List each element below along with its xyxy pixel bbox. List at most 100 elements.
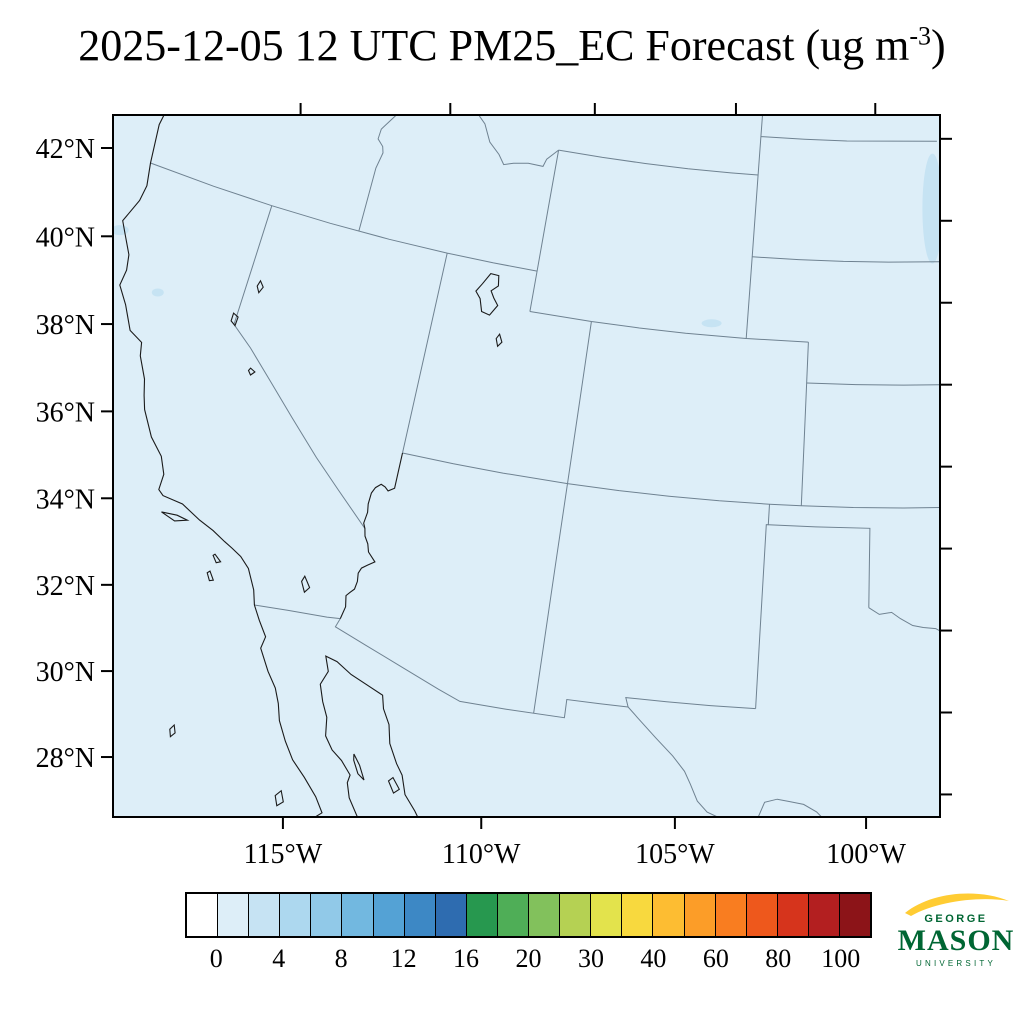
colorbar-cell: [714, 894, 746, 936]
state-border-path: [402, 452, 940, 509]
lat-label: 30°N: [36, 657, 95, 688]
colorbar-tick-label: 12: [390, 944, 417, 973]
island-path: [387, 776, 401, 794]
lat-label: 32°N: [36, 571, 95, 602]
title-suffix: ): [931, 21, 946, 70]
colorbar-cell: [745, 894, 777, 936]
pm-patch: [922, 153, 940, 264]
state-border-path: [806, 382, 940, 386]
colorbar-tick-label: 4: [272, 944, 286, 973]
colorbar-tick-label: 8: [334, 944, 348, 973]
lat-label: 38°N: [36, 310, 95, 341]
gmu-logo: GEORGE MASON UNIVERSITY: [898, 893, 1015, 968]
state-border-path: [755, 504, 770, 709]
state-border-path: [529, 311, 809, 343]
state-border-path: [627, 706, 823, 817]
state-border-path: [768, 524, 871, 608]
state-border-path: [533, 483, 568, 714]
lake-path: [256, 279, 264, 294]
state-borders: [150, 115, 940, 817]
colorbar-tick-label: 20: [515, 944, 542, 973]
state-border-path: [334, 618, 629, 719]
coastline-path: [319, 655, 419, 817]
colorbar-cell: [341, 894, 373, 936]
colorbar-cell: [807, 894, 839, 936]
lat-label: 40°N: [36, 222, 95, 253]
state-border-path: [752, 256, 940, 263]
river-border-path: [339, 452, 404, 619]
plot-title: 2025-12-05 12 UTC PM25_EC Forecast (ug m…: [0, 20, 1024, 71]
island-path: [212, 553, 222, 564]
state-border-path: [529, 150, 560, 312]
colorbar-tick-label: 40: [640, 944, 667, 973]
island-path: [274, 789, 284, 807]
colorbar-cell: [248, 894, 280, 936]
state-border-path: [558, 149, 759, 176]
lake-path: [475, 272, 500, 316]
colorbar-cell: [434, 894, 466, 936]
colorbar-cell: [187, 894, 218, 936]
lake-path: [301, 575, 311, 594]
map-layers: [113, 115, 940, 817]
colorbar-cell: [310, 894, 342, 936]
lon-label: 100°W: [826, 839, 906, 870]
island-path: [169, 723, 176, 738]
colorbar-tick-label: 0: [209, 944, 223, 973]
state-border-path: [402, 252, 448, 454]
colorbar: [185, 892, 872, 938]
colorbar-cell: [590, 894, 622, 936]
state-border-path: [358, 115, 397, 232]
colorbar-tick-label: 100: [821, 944, 861, 973]
state-border-path: [233, 205, 366, 529]
island-path: [353, 753, 365, 781]
pm-patch: [151, 288, 164, 297]
state-border-path: [760, 136, 937, 142]
colorbar-cell: [403, 894, 435, 936]
logo-university: UNIVERSITY: [916, 959, 996, 968]
state-border-path: [254, 604, 341, 620]
colorbar-cell: [621, 894, 653, 936]
lake-path: [230, 312, 239, 327]
logo-swoosh-icon: [905, 893, 1009, 916]
coastline-path: [119, 115, 255, 606]
title-text: 2025-12-05 12 UTC PM25_EC Forecast (ug m: [78, 21, 910, 70]
lat-label: 42°N: [36, 134, 95, 165]
colorbar-cell: [838, 894, 871, 936]
island-path: [206, 570, 215, 582]
lat-label: 28°N: [36, 743, 95, 774]
state-border-path: [868, 607, 940, 632]
axis-ticks: [101, 103, 952, 829]
state-border-path: [478, 115, 559, 167]
logo-mason: MASON: [898, 924, 1015, 957]
colorbar-cell: [776, 894, 808, 936]
colorbar-cell: [279, 894, 311, 936]
title-exponent: -3: [909, 21, 932, 51]
lon-label: 115°W: [244, 839, 323, 870]
lon-label: 110°W: [442, 839, 521, 870]
colorbar-tick-label: 30: [578, 944, 604, 973]
colorbar-cell: [465, 894, 497, 936]
state-border-path: [150, 162, 538, 272]
colorbar-tick-label: 60: [702, 944, 729, 973]
pm-patch: [701, 319, 722, 328]
coastline-path: [253, 604, 323, 817]
colorbar-cell: [652, 894, 684, 936]
axis-labels: 115°W 110°W 105°W 100°W 42°N 40°N 38°N 36°N 34°N…: [36, 134, 907, 870]
state-border-path: [800, 342, 809, 506]
lat-label: 34°N: [36, 484, 95, 515]
colorbar-tick-label: 16: [453, 944, 479, 973]
colorbar-cell: [217, 894, 249, 936]
lat-label: 36°N: [36, 397, 95, 428]
colorbar-cell: [528, 894, 560, 936]
state-border-path: [745, 115, 764, 339]
colorbar-cell: [496, 894, 529, 936]
colorbar-tick-label: 80: [765, 944, 792, 973]
state-border-path: [567, 321, 592, 484]
colorbar-cell: [559, 894, 591, 936]
island-path: [161, 511, 190, 522]
colorbar-cell: [683, 894, 715, 936]
colorbar-cell: [372, 894, 404, 936]
lake-path: [495, 333, 503, 348]
